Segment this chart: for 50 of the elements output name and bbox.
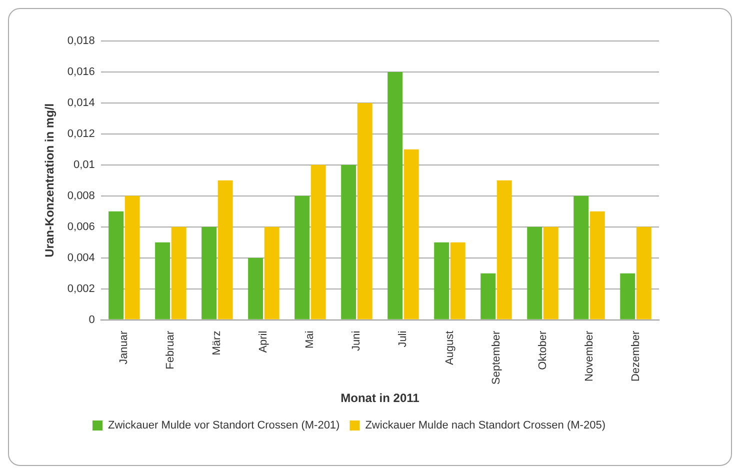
x-tick-label: April (258, 330, 270, 353)
x-tick-label: Oktober (536, 330, 549, 370)
x-tick-label: Dezember (630, 330, 642, 382)
y-axis-title: Uran-Konzentration in mg/l (42, 103, 57, 258)
x-tick-label: Juli (397, 330, 410, 348)
y-tick-label: 0,014 (67, 96, 95, 109)
legend-label: Zwickauer Mulde vor Standort Crossen (M-201) (108, 420, 340, 432)
bar (480, 273, 496, 320)
y-tick-label: 0,004 (67, 252, 95, 264)
bar (294, 196, 310, 320)
bar (450, 242, 466, 320)
y-tick-label: 0,006 (67, 220, 95, 233)
bar (636, 226, 652, 320)
bar (310, 164, 326, 320)
y-tick-label: 0,012 (67, 128, 95, 140)
x-tick-label: November (583, 330, 596, 382)
bar (590, 211, 605, 320)
bar (404, 149, 419, 320)
x-axis-title: Monat in 2011 (340, 391, 420, 406)
bar (202, 226, 217, 320)
y-tick-label: 0,016 (67, 66, 95, 78)
bar (264, 226, 280, 320)
bar (496, 180, 512, 320)
x-tick-label: März (211, 330, 224, 356)
bar (434, 242, 450, 320)
bar (155, 242, 170, 320)
bar (341, 164, 356, 320)
x-tick-label: Februar (164, 330, 177, 370)
x-tick-label: September (490, 330, 502, 385)
bar (108, 211, 124, 320)
bar (218, 180, 233, 320)
bar (527, 226, 542, 320)
bar (543, 226, 558, 320)
bar (171, 226, 186, 320)
y-tick-label: 0,018 (67, 35, 95, 48)
bar (574, 196, 589, 320)
bar (124, 196, 140, 320)
legend-label: Zwickauer Mulde nach Standort Crossen (M-205) (365, 420, 606, 432)
x-tick-label: Mai (304, 330, 316, 349)
bar (388, 72, 403, 320)
y-tick-label: 0 (88, 314, 95, 326)
y-tick-label: 0,008 (67, 190, 95, 202)
x-tick-label: August (444, 330, 456, 366)
bar (248, 258, 264, 320)
x-tick-label: Januar (118, 330, 130, 364)
y-tick-label: 0,01 (74, 158, 95, 171)
x-tick-label: Juni (350, 330, 363, 351)
bar (357, 102, 372, 320)
y-tick-label: 0,002 (67, 282, 95, 295)
bar (620, 273, 636, 320)
